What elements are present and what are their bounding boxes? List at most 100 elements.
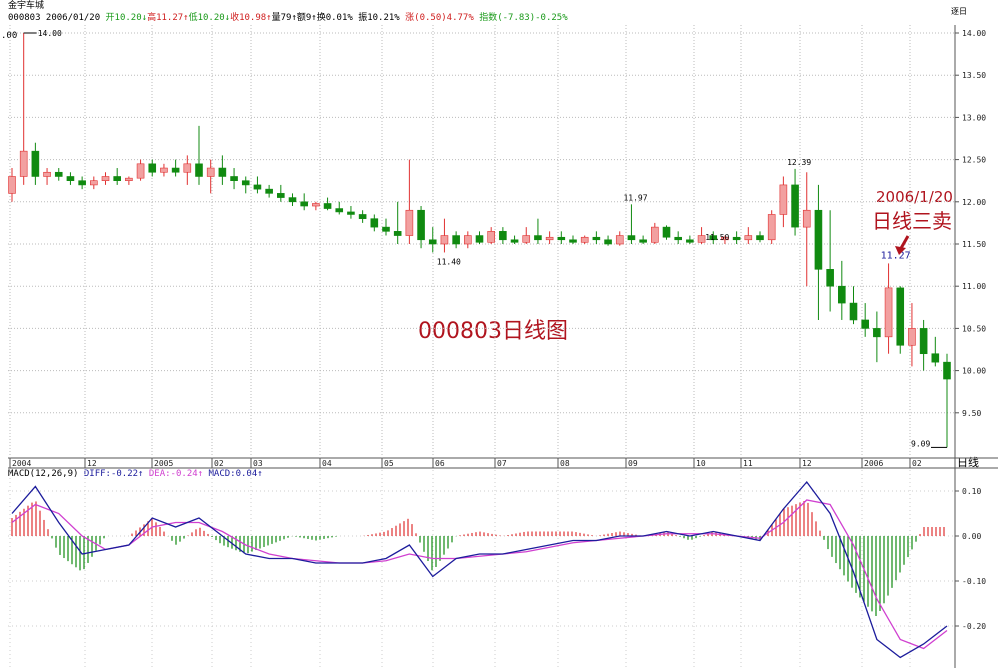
macd-diff: DIFF:-0.22↑ xyxy=(83,469,144,479)
quote-segment: 000803 2006/01/20 xyxy=(8,13,106,23)
time-tick-label: 2004 xyxy=(12,459,31,468)
candle-body xyxy=(323,203,332,209)
candle-body xyxy=(674,236,682,241)
candle-body xyxy=(697,235,706,243)
price-tick-label: 11.00 xyxy=(962,282,986,291)
candle-body xyxy=(253,184,262,190)
candle-body xyxy=(709,235,718,241)
candle-body xyxy=(358,214,367,219)
candle-body xyxy=(569,239,577,243)
time-tick-label: 06 xyxy=(435,459,445,468)
candle-body xyxy=(557,236,566,241)
candle-body xyxy=(393,231,402,236)
price-extreme-label: 11.40 xyxy=(437,257,461,266)
candle-body xyxy=(779,184,788,215)
candle-body xyxy=(604,239,612,245)
macd-tick-label: -0.10 xyxy=(962,577,986,586)
candle-body xyxy=(8,176,16,194)
macd-header: MACD(12,26,9) DIFF:-0.22↑ DEA:-0.24↑ MAC… xyxy=(8,469,263,480)
time-tick-label: 08 xyxy=(560,459,570,468)
time-tick-label: 02 xyxy=(912,459,922,468)
arrow-head-icon xyxy=(895,246,906,255)
candle-body xyxy=(580,236,589,243)
chart-title-annotation: 000803日线图 xyxy=(418,319,568,344)
candle-body xyxy=(31,150,40,177)
candle-body xyxy=(43,171,51,177)
macd-value: MACD:0.04↑ xyxy=(203,469,263,479)
quote-segment: 高11.27↑ xyxy=(147,13,189,23)
price-extreme-label: 14.00 xyxy=(38,29,62,38)
candle-body xyxy=(382,226,390,232)
candle-body xyxy=(230,176,238,181)
quote-segment: 开10.20↓ xyxy=(105,13,148,23)
time-tick-label: 04 xyxy=(322,459,332,468)
candle-body xyxy=(943,361,951,380)
candle-body xyxy=(347,211,355,215)
macd-tick-label: 0.00 xyxy=(962,532,981,541)
quote-segment: 收10.98↑ xyxy=(230,13,272,23)
quote-segment: 指数(-7.83)-0.25% xyxy=(479,13,568,23)
candle-body xyxy=(171,167,180,173)
candle-body xyxy=(148,163,157,173)
candle-body xyxy=(136,163,145,179)
candle-body xyxy=(756,235,764,241)
candle-body xyxy=(206,167,215,177)
candle-body xyxy=(241,180,250,186)
price-tick-label: 10.50 xyxy=(962,324,986,333)
diff-line xyxy=(11,480,948,659)
time-tick-label: 11 xyxy=(743,459,753,468)
candle-body xyxy=(54,171,63,177)
candle-body xyxy=(288,197,297,203)
candle-body xyxy=(265,188,273,194)
candle-body xyxy=(90,180,98,186)
candle-body xyxy=(464,235,472,245)
candle-body xyxy=(370,218,379,228)
quote-segment: 涨(0.50)4.77% xyxy=(405,13,480,23)
candle-body xyxy=(417,209,425,241)
candle-body xyxy=(896,287,905,346)
candle-body xyxy=(160,167,168,173)
candle-body xyxy=(732,236,741,241)
candle-body xyxy=(767,214,776,241)
candle-body xyxy=(662,226,671,238)
price-tick-label: 9.50 xyxy=(962,409,981,418)
candle-body xyxy=(721,236,729,241)
time-tick-label: 10 xyxy=(696,459,706,468)
price-extreme-label: 11.97 xyxy=(623,193,647,202)
time-tick-label: 05 xyxy=(384,459,394,468)
price-extreme-label: 12.39 xyxy=(787,158,811,167)
candle-body xyxy=(487,231,495,243)
candle-body xyxy=(452,235,460,245)
candle-body xyxy=(639,239,647,243)
left-cut-label: .00 xyxy=(1,31,18,41)
macd-tick-label: -0.20 xyxy=(962,622,986,631)
time-tick-label: 12 xyxy=(802,459,812,468)
price-tick-label: 13.50 xyxy=(962,71,986,80)
candle-body xyxy=(19,150,28,177)
price-extreme-label: 11.27 xyxy=(881,250,911,261)
candle-body xyxy=(183,163,192,173)
candle-body xyxy=(475,235,484,243)
candle-body xyxy=(908,328,916,346)
period-label[interactable]: 日线 xyxy=(957,456,979,469)
time-tick-label: 03 xyxy=(253,459,263,468)
candle-body xyxy=(405,209,414,236)
macd-tick-label: 0.10 xyxy=(962,487,981,496)
candle-body xyxy=(312,203,320,207)
candle-body xyxy=(615,235,624,245)
candle-body xyxy=(791,184,799,228)
candle-body xyxy=(838,285,846,304)
stock-name: 金宇车城 xyxy=(8,1,45,11)
quote-summary: 000803 2006/01/20 开10.20↓高11.27↑低10.20↓收… xyxy=(8,13,568,24)
time-tick-label: 09 xyxy=(628,459,638,468)
candle-body xyxy=(300,201,308,207)
quote-segment: 量79↑额9↑换0.01% 振10.21% xyxy=(271,13,406,23)
candle-body xyxy=(78,180,86,186)
macd-name: MACD(12,26,9) xyxy=(8,469,84,479)
price-tick-label: 10.00 xyxy=(962,367,986,376)
macd-dea: DEA:-0.24↑ xyxy=(143,469,204,479)
candle-body xyxy=(218,167,227,177)
candle-body xyxy=(440,235,449,245)
